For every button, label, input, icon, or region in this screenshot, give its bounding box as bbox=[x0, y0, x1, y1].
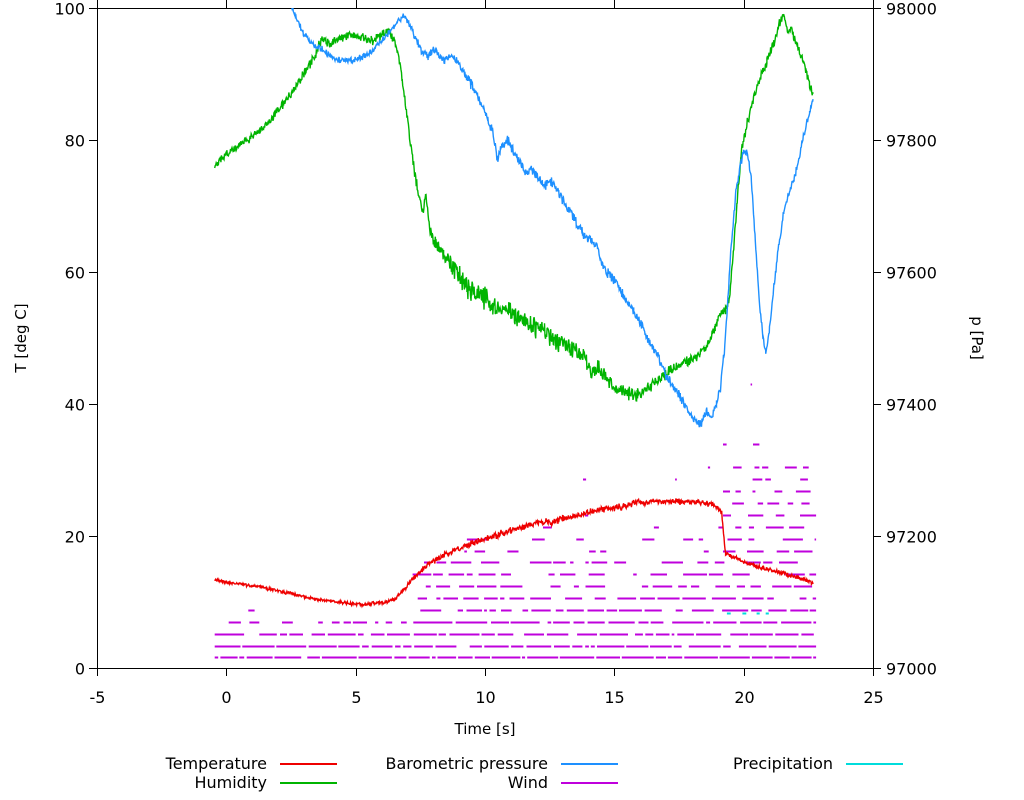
legend-item-temperature: Temperature bbox=[7, 754, 337, 773]
series-temperature bbox=[214, 497, 814, 609]
tick-label: 97800 bbox=[886, 132, 937, 151]
tick-label: 10 bbox=[475, 688, 495, 707]
series-humidity bbox=[214, 13, 814, 402]
legend-label: Temperature bbox=[165, 754, 267, 773]
legend-line-sample bbox=[280, 762, 337, 765]
y-left-axis-title: T [deg C] bbox=[12, 303, 30, 373]
tick-label: 97600 bbox=[886, 264, 937, 283]
tick-label: 0 bbox=[75, 660, 85, 679]
legend-line-sample bbox=[280, 781, 337, 784]
tick-label: 5 bbox=[351, 688, 361, 707]
tick-label: 97200 bbox=[886, 528, 937, 547]
legend-label: Wind bbox=[507, 773, 548, 792]
tick-label: 20 bbox=[65, 528, 85, 547]
legend-line-sample bbox=[561, 762, 618, 765]
x-axis-title: Time [s] bbox=[454, 720, 516, 738]
plot-border bbox=[97, 8, 874, 669]
tick-label: 97000 bbox=[886, 660, 937, 679]
legend-line-sample bbox=[846, 762, 903, 765]
series-layer bbox=[214, 8, 817, 659]
tick-label: 100 bbox=[54, 0, 85, 19]
tick-label: 60 bbox=[65, 264, 85, 283]
legend-item-humidity: Humidity bbox=[7, 773, 337, 792]
legend-label: Precipitation bbox=[732, 754, 833, 773]
tick-labels: -5 0 5 10 15 20 25 0 20 40 60 80 100 97000 97200 97400 9… bbox=[54, 0, 936, 707]
tick-label: 15 bbox=[604, 688, 624, 707]
legend-label: Barometric pressure bbox=[385, 754, 548, 773]
tick-label: 97400 bbox=[886, 396, 937, 415]
legend-item-precipitation: Precipitation bbox=[573, 754, 903, 773]
legend-item-barometric-pressure: Barometric pressure bbox=[288, 754, 618, 773]
series-barometric-pressure bbox=[291, 8, 814, 428]
legend-line-sample bbox=[561, 781, 618, 784]
axes bbox=[89, 0, 881, 676]
tick-label: 20 bbox=[734, 688, 754, 707]
legend-item-wind: Wind bbox=[288, 773, 618, 792]
y-right-axis-title: p [Pa] bbox=[968, 316, 986, 360]
tick-label: -5 bbox=[90, 688, 106, 707]
series-wind bbox=[214, 383, 817, 659]
tick-label: 0 bbox=[221, 688, 231, 707]
tick-label: 40 bbox=[65, 396, 85, 415]
tick-label: 80 bbox=[65, 132, 85, 151]
tick-label: 98000 bbox=[886, 0, 937, 19]
legend-label: Humidity bbox=[194, 773, 267, 792]
tick-label: 25 bbox=[863, 688, 883, 707]
